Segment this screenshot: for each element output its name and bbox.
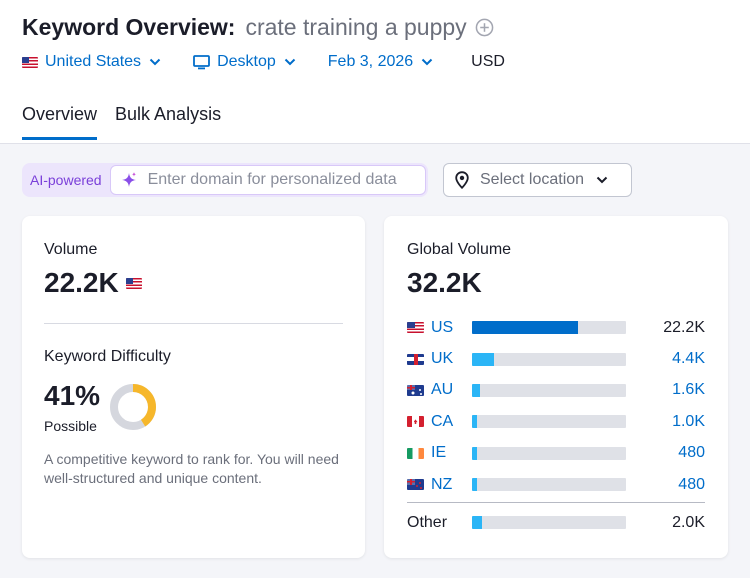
country-selector[interactable]: United States bbox=[22, 53, 161, 71]
volume-bar-track bbox=[472, 383, 626, 397]
chevron-down-icon bbox=[284, 58, 295, 66]
volume-bar-fill bbox=[472, 415, 477, 429]
global-volume-card: Global Volume 32.2K US 22.2K UK 4.4K AU … bbox=[384, 216, 728, 558]
country-code[interactable]: CA bbox=[431, 412, 454, 430]
tab-bulk-analysis[interactable]: Bulk Analysis bbox=[115, 104, 222, 124]
au-flag-icon bbox=[407, 384, 424, 396]
page-header: Keyword Overview: crate training a puppy… bbox=[0, 0, 750, 145]
country-row-au: AU 1.6K bbox=[407, 375, 705, 406]
desktop-icon bbox=[193, 54, 210, 69]
country-volume[interactable]: 480 bbox=[678, 475, 705, 493]
country-row-nz: NZ 480 bbox=[407, 469, 705, 500]
volume-bar-fill bbox=[472, 446, 477, 460]
domain-input[interactable] bbox=[147, 171, 418, 189]
location-pin-icon bbox=[455, 171, 469, 189]
date-selector[interactable]: Feb 3, 2026 bbox=[328, 53, 433, 71]
currency-label: USD bbox=[471, 53, 505, 70]
sparkle-icon bbox=[121, 172, 136, 187]
us-flag-icon bbox=[22, 56, 38, 68]
volume-bar-fill bbox=[472, 516, 482, 530]
ca-flag-icon bbox=[407, 416, 424, 428]
country-volume[interactable]: 1.0K bbox=[672, 412, 705, 430]
volume-bar-track bbox=[472, 478, 626, 492]
volume-bar-fill bbox=[472, 383, 480, 397]
country-row-us: US 22.2K bbox=[407, 312, 705, 343]
ai-powered-label: AI-powered bbox=[30, 172, 102, 188]
country-code[interactable]: US bbox=[431, 318, 454, 336]
nz-flag-icon bbox=[407, 479, 424, 491]
kd-donut-chart bbox=[110, 384, 156, 430]
other-row: Other 2.0K bbox=[407, 507, 705, 538]
country-volume-list: US 22.2K UK 4.4K AU 1.6K CA 1.0K bbox=[407, 312, 705, 500]
country-row-ie: IE 480 bbox=[407, 438, 705, 469]
tab-bar: Overview Bulk Analysis bbox=[22, 104, 239, 140]
volume-bar-track bbox=[472, 415, 626, 429]
kd-donut-arc bbox=[110, 384, 156, 430]
us-flag-icon bbox=[125, 277, 142, 289]
location-select[interactable]: Select location bbox=[443, 163, 632, 197]
country-label: United States bbox=[45, 53, 142, 70]
country-row-uk: UK 4.4K bbox=[407, 343, 705, 374]
domain-input-wrapper bbox=[109, 165, 426, 195]
volume-bar-fill bbox=[472, 321, 579, 335]
kd-description: A competitive keyword to rank for. You w… bbox=[44, 451, 339, 486]
kd-level: Possible bbox=[44, 418, 97, 434]
device-selector[interactable]: Desktop bbox=[193, 53, 296, 71]
country-code[interactable]: AU bbox=[431, 381, 454, 399]
volume-value: 22.2K bbox=[44, 267, 119, 298]
volume-label: Volume bbox=[44, 241, 98, 258]
tab-overview[interactable]: Overview bbox=[22, 104, 98, 140]
main-content: AI-powered Select location Volume 22.2K … bbox=[0, 143, 750, 578]
keyword-title: crate training a puppy bbox=[245, 14, 467, 40]
volume-bar-track bbox=[472, 516, 626, 530]
us-flag-icon bbox=[407, 322, 424, 334]
volume-value-row: 22.2K bbox=[44, 267, 142, 299]
location-placeholder: Select location bbox=[480, 171, 585, 188]
global-volume-value: 32.2K bbox=[407, 267, 482, 298]
country-row-ca: CA 1.0K bbox=[407, 406, 705, 437]
global-volume-label: Global Volume bbox=[407, 241, 512, 258]
card-divider bbox=[44, 323, 343, 324]
page-title: Keyword Overview: bbox=[22, 14, 236, 40]
country-volume[interactable]: 480 bbox=[678, 444, 705, 462]
country-code[interactable]: UK bbox=[431, 350, 454, 368]
date-label: Feb 3, 2026 bbox=[327, 53, 414, 70]
ai-domain-group: AI-powered bbox=[22, 163, 428, 197]
country-volume: 22.2K bbox=[663, 318, 705, 336]
other-volume: 2.0K bbox=[672, 513, 705, 531]
volume-bar-track bbox=[472, 352, 626, 366]
ie-flag-icon bbox=[407, 447, 424, 459]
kd-label: Keyword Difficulty bbox=[44, 348, 171, 365]
country-volume[interactable]: 1.6K bbox=[672, 381, 705, 399]
other-divider bbox=[407, 502, 705, 503]
volume-bar-fill bbox=[472, 352, 494, 366]
other-label: Other bbox=[407, 513, 448, 531]
kd-value: 41% bbox=[44, 380, 101, 411]
volume-bar-track bbox=[472, 446, 626, 460]
volume-bar-fill bbox=[472, 478, 477, 492]
country-code[interactable]: IE bbox=[431, 444, 447, 462]
volume-bar-track bbox=[472, 321, 626, 335]
device-label: Desktop bbox=[217, 53, 276, 70]
chevron-down-icon bbox=[421, 58, 433, 66]
chevron-down-icon bbox=[149, 58, 161, 66]
filter-bar: United States Desktop Feb 3, 2026 USD bbox=[22, 53, 505, 71]
uk-flag-icon bbox=[407, 353, 424, 365]
country-volume[interactable]: 4.4K bbox=[672, 350, 705, 368]
plus-circle-icon[interactable] bbox=[475, 18, 494, 37]
chevron-down-icon bbox=[596, 176, 608, 184]
country-code[interactable]: NZ bbox=[431, 475, 453, 493]
volume-card: Volume 22.2K Keyword Difficulty 41% Poss… bbox=[22, 216, 365, 558]
country-row-other: Other 2.0K bbox=[407, 507, 705, 538]
title-row: Keyword Overview: crate training a puppy bbox=[22, 14, 494, 41]
